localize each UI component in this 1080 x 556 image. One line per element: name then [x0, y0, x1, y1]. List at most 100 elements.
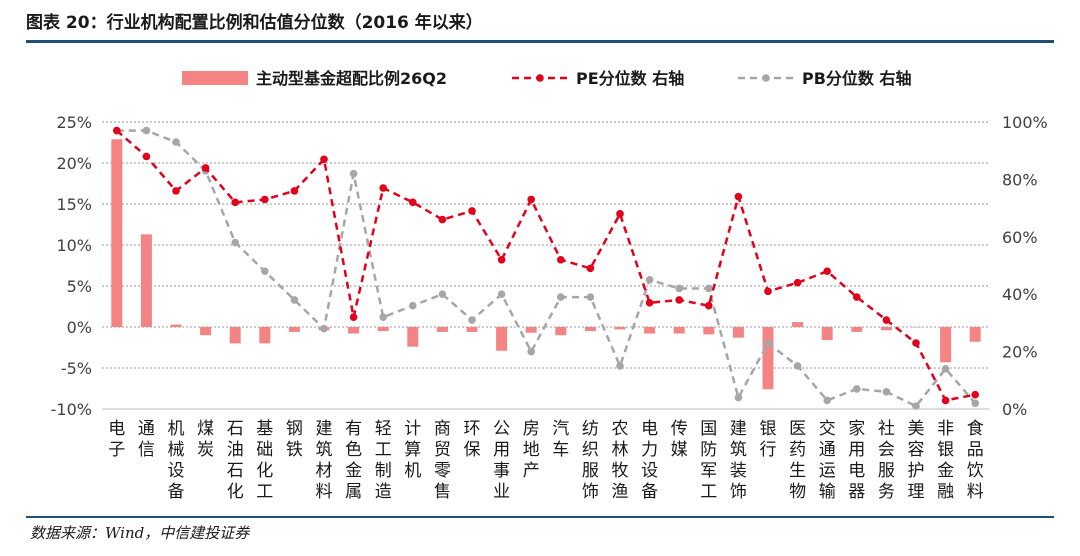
- legend: 主动型基金超配比例26Q2 PE分位数 右轴 PB分位数 右轴: [182, 69, 912, 88]
- pe-series-point: [468, 207, 476, 215]
- pb-series-point: [527, 347, 535, 356]
- x-tick-label: 汽车: [552, 419, 569, 460]
- pe-series-point: [527, 195, 535, 204]
- bar: [377, 327, 389, 332]
- bar: [348, 327, 360, 334]
- bar: [259, 327, 271, 344]
- pe-series-point: [882, 316, 891, 324]
- pe-series-point: [645, 299, 654, 307]
- x-tick-label: 传媒: [671, 419, 688, 460]
- pb-series-point: [231, 238, 239, 247]
- x-tick-label: 银行: [760, 419, 777, 460]
- footer-rule: [26, 516, 1054, 518]
- bar: [644, 327, 656, 334]
- pe-series-point: [912, 339, 920, 347]
- legend-marker-pb: [762, 74, 770, 82]
- pe-series-point: [793, 278, 802, 287]
- bar: [466, 327, 478, 332]
- pe-series-line: [115, 129, 976, 402]
- y-left-tick-label: 25%: [56, 113, 92, 132]
- axis-labels: 25% 20% 15% 10% 5% 0% -5% -10% 100% 80% 60% 40% 20% 0…: [51, 113, 1048, 502]
- x-tick-label: 电力设备: [641, 419, 658, 502]
- pe-series-point: [320, 155, 328, 164]
- title-rule: [26, 40, 1054, 43]
- pb-series-point: [438, 290, 447, 299]
- pb-series-point: [261, 267, 269, 276]
- x-tick-label: 食品饮料: [967, 419, 984, 502]
- x-tick-label: 石油石化: [227, 419, 244, 502]
- pe-series-point: [379, 184, 388, 192]
- x-tick-label: 非银金融: [937, 419, 954, 502]
- pe-series-point: [616, 210, 624, 218]
- pe-series-point: [172, 187, 180, 195]
- pe-series-point: [261, 195, 269, 204]
- bar: [111, 139, 123, 327]
- bar: [288, 327, 300, 332]
- bar: [229, 327, 241, 344]
- pe-series-point: [853, 293, 861, 301]
- pe-series-point: [557, 255, 565, 264]
- pb-series-point: [290, 296, 299, 304]
- bar: [703, 327, 715, 335]
- pe-series-point: [823, 267, 831, 276]
- x-tick-label: 电子: [108, 419, 125, 460]
- y-left-tick-label: 15%: [56, 195, 92, 214]
- x-tick-label: 机械设备: [168, 419, 185, 502]
- pe-series-point: [201, 164, 210, 172]
- y-right-tick-label: 100%: [1002, 113, 1048, 132]
- pe-series-point: [675, 296, 683, 304]
- pb-series-point: [793, 362, 802, 370]
- x-tick-label: 基础化工: [256, 419, 273, 502]
- pe-series-point: [290, 187, 299, 195]
- x-tick-label: 家用电器: [848, 419, 865, 502]
- x-tick-label: 纺织服饰: [582, 419, 599, 502]
- y-right-tick-label: 20%: [1002, 343, 1038, 362]
- x-tick-label: 煤炭: [197, 419, 214, 460]
- pb-series-point: [349, 169, 358, 178]
- line-series: [113, 126, 979, 410]
- pe-series-point: [734, 192, 743, 201]
- bar: [910, 327, 922, 328]
- pb-series-point: [764, 339, 772, 347]
- x-tick-label: 房地产: [523, 419, 540, 481]
- pb-series-point: [497, 290, 506, 299]
- pb-series-point: [616, 362, 624, 370]
- y-left-tick-label: 5%: [67, 277, 92, 296]
- x-tick-label: 环保: [464, 419, 481, 460]
- grid-lines: [102, 121, 990, 410]
- pe-series-point: [705, 301, 713, 310]
- x-tick-label: 通信: [138, 419, 155, 460]
- x-tick-label: 交通运输: [819, 419, 836, 502]
- bar: [732, 327, 744, 338]
- bar: [525, 327, 537, 333]
- x-tick-label: 建筑材料: [316, 419, 333, 502]
- bar-series: [111, 139, 981, 390]
- pb-series-point: [734, 393, 743, 402]
- pb-series-line: [116, 129, 977, 408]
- pe-series-point: [764, 287, 772, 296]
- y-left-tick-label: 10%: [56, 236, 92, 255]
- bar: [969, 327, 981, 342]
- y-left-tick-label: -5%: [61, 359, 92, 378]
- legend-label-bar: 主动型基金超配比例26Q2: [256, 69, 447, 88]
- pb-series-point: [823, 396, 831, 405]
- legend-marker-pe: [536, 74, 544, 82]
- pe-series-point: [113, 126, 121, 135]
- legend-label-pe: PE分位数 右轴: [576, 69, 684, 88]
- pb-series-point: [705, 284, 713, 293]
- bar: [762, 327, 774, 390]
- bar: [170, 324, 182, 327]
- chart-title: 图表 20：行业机构配置比例和估值分位数（2016 年以来）: [26, 13, 483, 33]
- x-tick-label: 商贸零售: [434, 419, 451, 502]
- pb-series-point: [912, 402, 920, 410]
- pb-series-point: [971, 399, 979, 408]
- y-left-tick-label: 20%: [56, 154, 92, 173]
- x-tick-label: 国防军工: [700, 419, 717, 502]
- pb-series-point: [468, 316, 476, 324]
- pe-series-point: [349, 313, 358, 321]
- pb-series-point: [882, 387, 891, 396]
- legend-label-pb: PB分位数 右轴: [802, 69, 912, 88]
- pe-series-point: [409, 198, 417, 207]
- pb-series-point: [586, 293, 595, 301]
- bar: [407, 327, 419, 347]
